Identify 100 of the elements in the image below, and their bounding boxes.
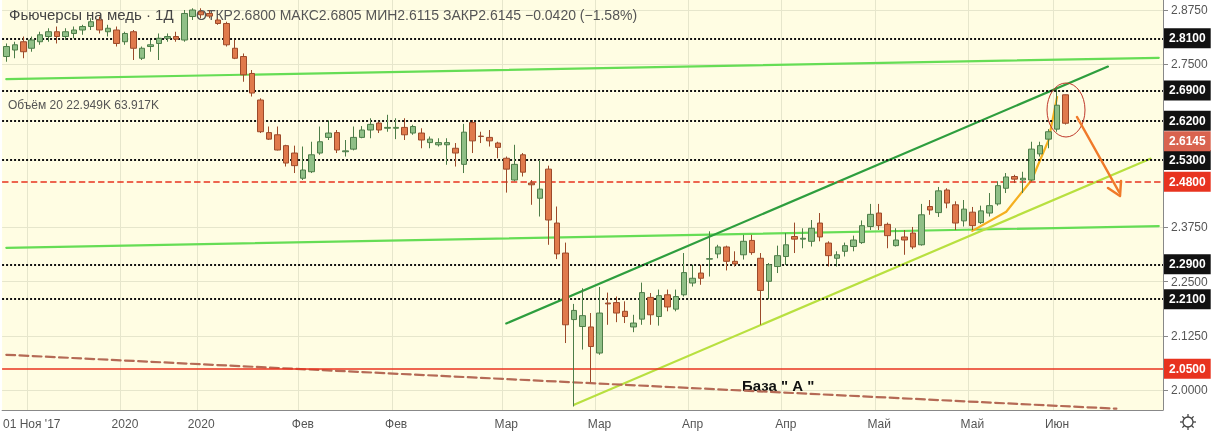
candlestick [105,24,111,38]
candlestick [554,206,560,260]
candlestick [884,222,891,249]
candlestick [978,205,984,225]
candlestick [893,227,899,248]
candlestick [164,32,171,43]
candlestick [359,125,365,139]
x-tick-label: Май [867,417,891,431]
candlestick [859,219,865,245]
ref-line-label: 2.2900 [1169,257,1207,272]
candlestick [995,180,1001,207]
candlestick [393,117,399,140]
candlestick [673,289,679,312]
candlestick [723,245,730,271]
y-tick-label: 2.1250 [1171,329,1209,344]
candlestick [825,240,832,268]
candlestick [800,227,806,249]
ref-line-label: 2.6200 [1169,113,1207,128]
candlestick [401,117,408,141]
candlestick [334,129,340,154]
candlestick [850,235,857,252]
candlestick [528,179,535,206]
candlestick [613,296,620,323]
candlestick [113,26,120,48]
candlestick [308,141,315,174]
x-tick-label: Фев [385,417,408,431]
candlestick [37,31,43,46]
candlestick [350,126,357,151]
candlestick [808,219,815,248]
candlestick [774,245,781,274]
candlestick [910,226,916,250]
candlestick [622,300,628,324]
candlestick [715,244,721,259]
candlestick [384,114,391,133]
candlestick [173,31,179,43]
candlestick [867,203,874,231]
candlestick [410,124,416,136]
candlestick [647,292,654,326]
candlestick [435,137,442,148]
candlestick [62,27,69,41]
candlestick [418,127,425,149]
candlestick [12,41,18,59]
candlestick [1020,171,1026,194]
candlestick [283,144,289,168]
candlestick [1037,141,1043,158]
annotation: Объём 20 22.949K 63.917K [8,98,159,112]
y-tick-label: 2.7500 [1171,57,1209,72]
candlestick [935,186,942,218]
x-tick-label: Апр [775,417,797,431]
x-tick-label: Май [960,417,985,431]
candlestick [495,141,501,159]
x-tick-label: 2020 [187,417,215,431]
y-tick-label: 2.8750 [1171,3,1209,17]
candlestick [588,312,594,383]
candlestick [376,121,382,134]
line-series [971,95,1059,232]
candlestick [317,126,323,156]
x-tick-label: Мар [494,417,519,431]
text: 2.6145 [1169,134,1207,149]
candlestick [545,165,552,246]
candlestick [969,206,976,231]
ref-line-label: 2.8100 [1169,31,1207,46]
candlestick [20,36,27,59]
candlestick [605,292,611,326]
candlestick [1054,86,1060,133]
candlestick [791,222,798,254]
candlestick [639,282,645,326]
candlestick [257,97,264,134]
candlestick [122,31,128,46]
candlestick [656,289,662,327]
candlestick [689,264,696,288]
candlestick [1003,172,1009,194]
candlestick [452,142,459,168]
candlestick [223,21,230,48]
candlestick [520,152,526,178]
candlestick [28,36,35,53]
candlestick [757,252,764,326]
candlestick [503,156,510,194]
candlestick [71,26,77,39]
candlestick [274,126,281,151]
candlestick [664,289,671,312]
candlestick [511,144,518,182]
candlestick [232,39,238,60]
candlestick [834,250,840,268]
candlestick [986,192,993,218]
candlestick [478,131,484,144]
candlestick [54,26,60,44]
candlestick [918,203,925,247]
candlestick [537,159,543,218]
candlestick [944,187,950,209]
candlestick [706,230,713,278]
ref-line-label: 2.5300 [1169,153,1207,167]
ref-line-label: 2.2100 [1169,292,1207,307]
candlestick [291,145,298,174]
candlestick [766,262,772,300]
ref-line-label: 2.4800 [1169,174,1207,189]
candlestick [783,232,789,266]
x-tick-label: Фев [291,417,314,431]
candlestick [749,234,755,256]
x-tick-label: Июн [1044,417,1070,431]
